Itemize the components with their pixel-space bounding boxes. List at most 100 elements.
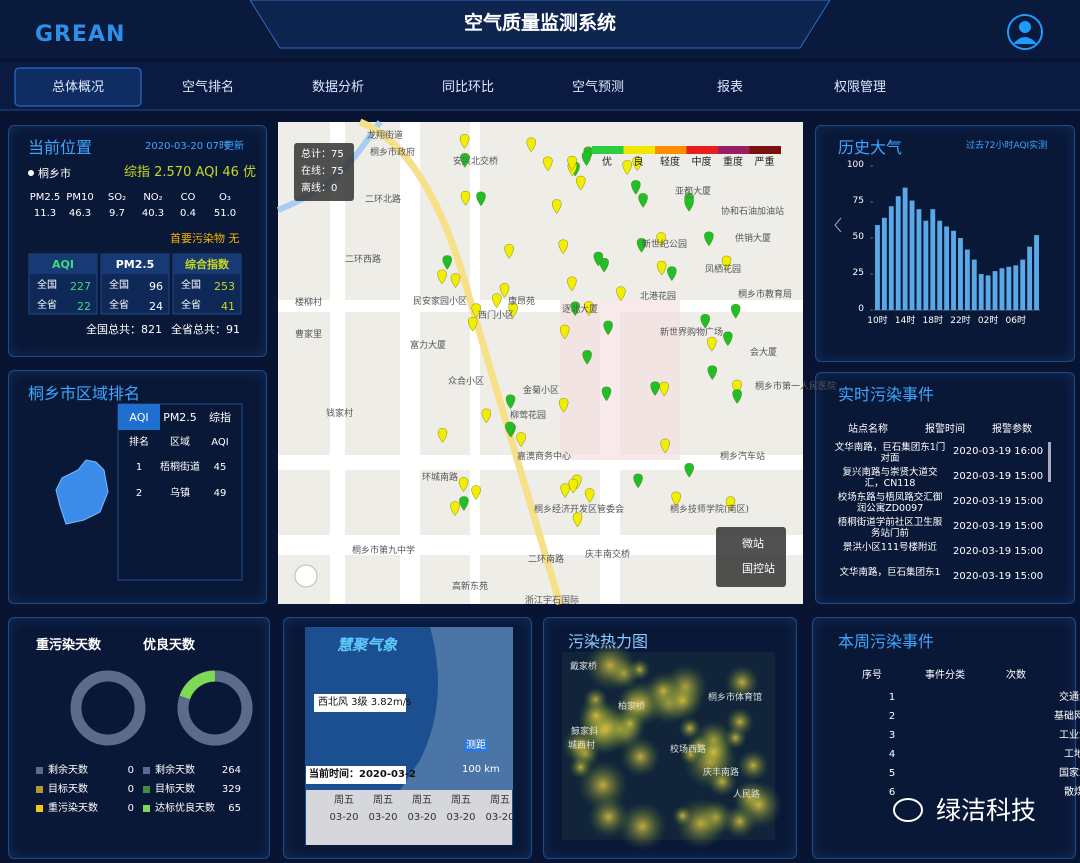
label: 报警时间: [925, 424, 965, 435]
nav-item[interactable]: 空气排名: [181, 80, 234, 95]
nav-item[interactable]: 空气预测: [571, 80, 624, 95]
panel-title: 污染热力图: [568, 632, 649, 651]
stats-box: [294, 143, 354, 201]
avatar[interactable]: [1007, 14, 1043, 50]
time-bar: [306, 766, 406, 784]
nav-item[interactable]: 权限管理: [833, 80, 886, 95]
y-tick-label: 50: [852, 232, 864, 242]
x-tick-label: 22时: [950, 316, 971, 326]
label: 全国: [109, 280, 129, 291]
wechat-icon: [893, 798, 923, 822]
tab[interactable]: AQI: [129, 411, 149, 424]
station-marker: [636, 238, 647, 253]
station-marker: [632, 156, 642, 171]
legend-swatch: [749, 146, 781, 154]
station-marker: [471, 303, 481, 319]
label: 24: [149, 300, 163, 313]
station-name: 校场东路与梧凤路交汇御润公寓ZD0097: [837, 492, 943, 514]
map-label: 桐乡市第九中学: [352, 546, 416, 556]
station-marker: [476, 191, 486, 207]
station-marker: [584, 488, 595, 503]
label: 03-20: [329, 812, 359, 823]
panel-title: 历史大气: [838, 138, 903, 157]
label: 65: [228, 803, 241, 814]
label: 工地: [1064, 749, 1080, 760]
station-marker: [650, 381, 660, 397]
map-label: 庆丰南路: [703, 768, 740, 778]
label: 慧聚气象: [337, 636, 398, 654]
station-marker: [450, 273, 461, 288]
label: 全省总共：91: [171, 323, 240, 336]
legend-swatch: [36, 767, 43, 774]
label: 梧桐街道: [160, 462, 200, 473]
station-marker: [560, 483, 570, 498]
locate-button[interactable]: [294, 564, 318, 588]
label: 综指 2.570 AQI 46 优: [124, 165, 257, 180]
donut-title: 优良天数: [143, 638, 196, 653]
label: CO: [180, 192, 196, 203]
label: 22: [77, 300, 91, 313]
alarm-time: 2020-03-19 15:00: [953, 521, 1044, 532]
label: 排名: [129, 437, 149, 448]
label: 基础网格: [1054, 711, 1080, 722]
map-label: 校场西路: [670, 745, 707, 755]
station-marker: [721, 255, 732, 271]
road: [400, 122, 420, 604]
station-marker: [505, 394, 516, 410]
station-marker: [667, 266, 677, 282]
tab[interactable]: PM2.5: [163, 411, 197, 424]
panel-title: 实时污染事件: [838, 385, 935, 404]
station-marker: [551, 199, 562, 214]
station-marker: [570, 301, 580, 317]
station-marker: [732, 389, 742, 404]
bar: [888, 206, 894, 310]
nav-item[interactable]: 数据分析: [311, 80, 364, 95]
station-name: 复兴南路与崇贤大道交汇，CN118: [842, 467, 938, 489]
station-marker: [560, 324, 570, 340]
label: 离线：0: [301, 183, 338, 194]
heat-spot: [568, 755, 593, 780]
label: 达标优良天数: [155, 803, 215, 814]
heat-spot: [707, 766, 738, 797]
tab[interactable]: 综指: [209, 411, 231, 424]
legend-swatch: [686, 146, 718, 154]
tab-active: [118, 404, 160, 430]
x-tick-label: 02时: [977, 316, 999, 326]
district: [560, 300, 680, 460]
legend-label: 中度: [691, 157, 712, 168]
page-title: 空气质量监测系统: [463, 12, 616, 34]
station-marker: [471, 485, 481, 500]
nav-item[interactable]: 总体概况: [51, 80, 104, 95]
label: 4: [888, 749, 896, 760]
bar: [909, 200, 915, 310]
station-marker: [599, 257, 609, 273]
nav-item[interactable]: 同比环比: [441, 80, 494, 95]
current-panel: [8, 125, 267, 357]
heat-spot: [617, 801, 668, 851]
label: 1: [135, 462, 143, 473]
nav-item[interactable]: 报表: [716, 80, 743, 95]
avatar-head: [1019, 21, 1031, 33]
prev-arrow[interactable]: [834, 217, 842, 233]
label: 过去72小时AQI实测: [966, 141, 1048, 151]
bar: [964, 249, 970, 310]
pin: [28, 170, 34, 176]
station-marker: [725, 496, 736, 512]
bar: [1006, 266, 1012, 310]
station-marker: [707, 365, 718, 381]
label: 事件分类: [925, 670, 965, 681]
station-marker: [450, 501, 460, 516]
label: 剩余天数: [155, 765, 195, 776]
region-table: [117, 403, 243, 581]
map-label: 供销大厦: [735, 234, 772, 244]
label: 工业源: [1059, 730, 1080, 741]
bar: [881, 217, 887, 310]
label: 目标天数: [155, 784, 195, 795]
label: 03-20: [485, 812, 515, 823]
map-label: 嘉澳商务中心: [517, 452, 572, 462]
label: 国控站: [742, 562, 775, 575]
label: 2: [135, 488, 143, 499]
station-marker: [505, 421, 515, 437]
